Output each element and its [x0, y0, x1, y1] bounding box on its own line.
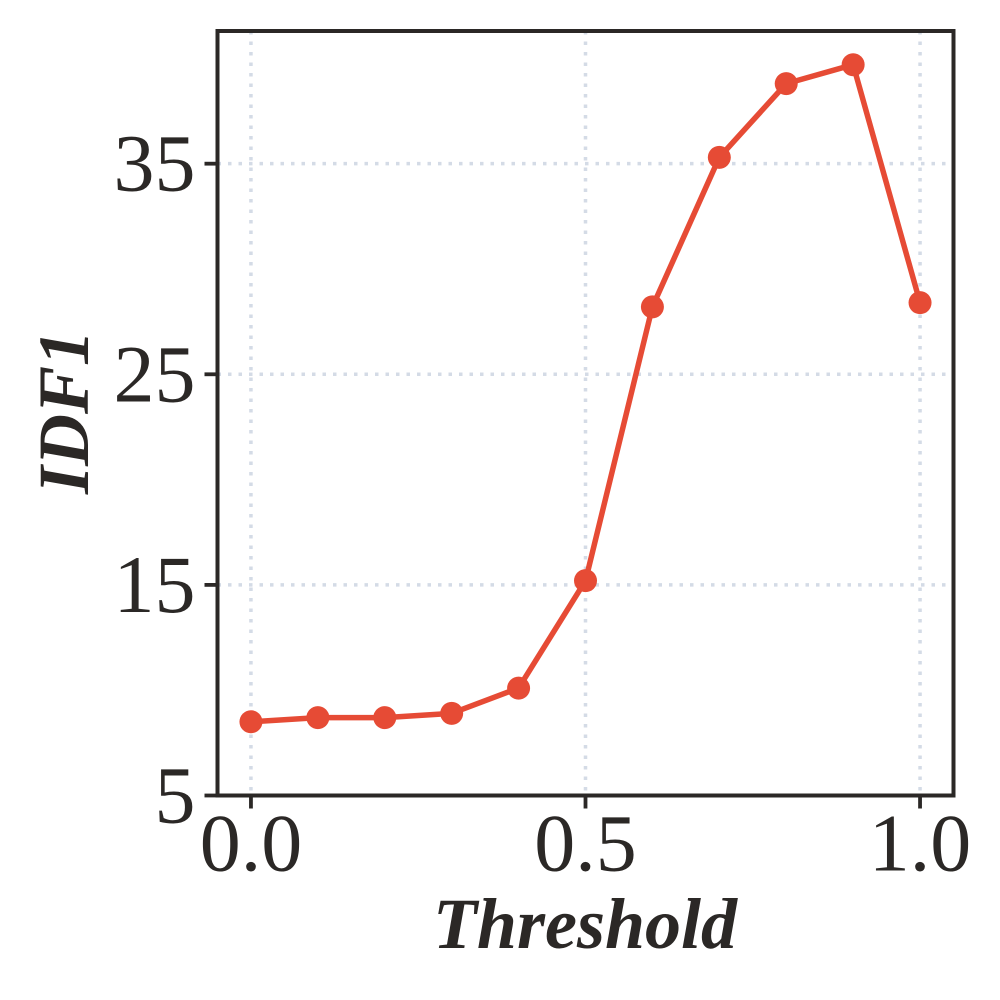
data-point: [373, 706, 397, 730]
data-point: [574, 569, 597, 593]
plot-frame: [215, 29, 956, 798]
data-point: [908, 291, 932, 315]
x-axis-label: Threshold: [433, 884, 738, 964]
y-tick-label: 35: [114, 118, 196, 209]
y-tick-label: 5: [155, 750, 196, 841]
x-tick-label: 0.5: [534, 798, 637, 889]
data-point: [440, 701, 464, 725]
data-point: [239, 710, 263, 734]
data-point: [306, 706, 330, 730]
x-tick-label: 0.0: [200, 798, 303, 889]
data-point: [507, 676, 531, 700]
y-tick-label: 15: [114, 539, 196, 630]
tick-labels: 0.0 0.5 1.0 5 15 25 35: [114, 118, 972, 889]
gridlines: [217, 31, 954, 796]
data-point: [841, 53, 865, 77]
data-point: [707, 145, 731, 169]
x-tick-label: 1.0: [869, 798, 972, 889]
axis-ticks: [204, 161, 922, 809]
y-axis-label: IDF1: [24, 330, 104, 495]
data-point: [774, 72, 798, 96]
data-point: [640, 295, 664, 319]
y-tick-label: 25: [114, 328, 196, 419]
data-series: [239, 53, 932, 734]
